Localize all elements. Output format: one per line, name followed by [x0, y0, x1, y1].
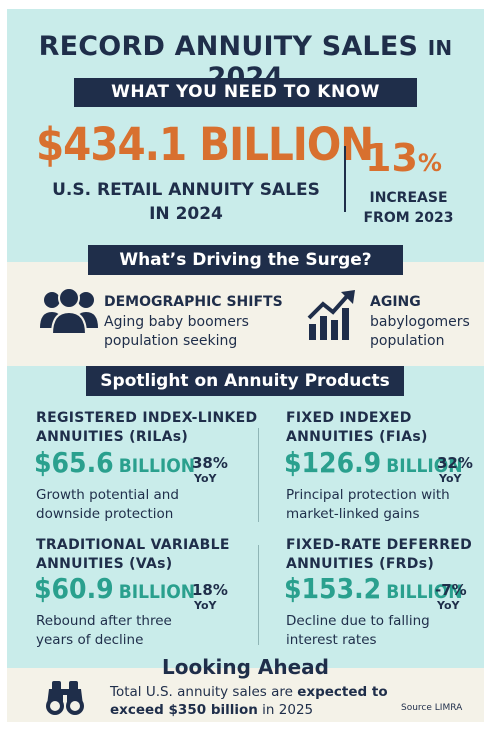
section-banner-drivers: What’s Driving the Surge? — [88, 245, 403, 275]
product-amount-va: $60.9 BILLION — [34, 572, 196, 605]
page-title: RECORD ANNUITY SALES IN 2024 — [38, 31, 453, 93]
product-name-frd: FIXED-RATE DEFERRED ANNUITIES (FRDs) — [286, 537, 473, 572]
product-name-fia: FIXED INDEXED ANNUITIES (FIAs) — [286, 410, 428, 445]
product-growth-fia: 32% YoY — [437, 454, 473, 485]
outlook-band — [7, 668, 484, 722]
product-amount-rila: $65.6 BILLION — [34, 446, 196, 479]
driver-text-aging: babylogomers population — [370, 314, 470, 349]
product-amount-frd: $153.2 BILLION — [284, 572, 463, 605]
product-desc-frd: Decline due to falling interest rates — [286, 613, 430, 648]
column-divider-bottom — [258, 545, 259, 645]
increase-percent: 13% — [365, 136, 442, 180]
increase-caption: INCREASE FROM 2023 — [363, 190, 454, 226]
total-sales-amount: $434.1 BILLION — [36, 118, 374, 171]
column-divider-top — [258, 428, 259, 522]
driver-text-demographic: Aging baby boomers population seeking — [104, 314, 249, 349]
driver-title-aging: AGING — [370, 294, 421, 310]
outlook-text: Total U.S. annuity sales are expected to… — [110, 684, 388, 718]
total-sales-caption: U.S. RETAIL ANNUITY SALES IN 2024 — [52, 180, 320, 224]
driver-title-demographic: DEMOGRAPHIC SHIFTS — [104, 294, 283, 310]
product-growth-rila: 38% YoY — [192, 454, 228, 485]
product-name-va: TRADITIONAL VARIABLE ANNUITIES (VAs) — [36, 537, 230, 572]
product-desc-rila: Growth potential and downside protection — [36, 487, 179, 522]
product-growth-va: 18% YoY — [192, 581, 228, 612]
binoculars-icon — [44, 679, 86, 719]
section-banner-spotlight: Spotlight on Annuity Products — [86, 366, 404, 396]
source-credit: Source LIMRA — [401, 703, 463, 713]
product-name-rila: REGISTERED INDEX-LINKED ANNUITIES (RILAs… — [36, 410, 258, 445]
people-group-icon — [40, 287, 98, 340]
headline-divider — [344, 146, 346, 212]
outlook-title: Looking Ahead — [162, 655, 329, 679]
product-desc-fia: Principal protection with market-linked … — [286, 487, 450, 522]
product-growth-frd: -7% YoY — [435, 581, 467, 612]
growth-chart-icon — [307, 290, 357, 346]
product-desc-va: Rebound after three years of decline — [36, 613, 172, 648]
product-amount-fia: $126.9 BILLION — [284, 446, 463, 479]
section-banner-need-to-know: WHAT YOU NEED TO KNOW — [74, 78, 417, 107]
